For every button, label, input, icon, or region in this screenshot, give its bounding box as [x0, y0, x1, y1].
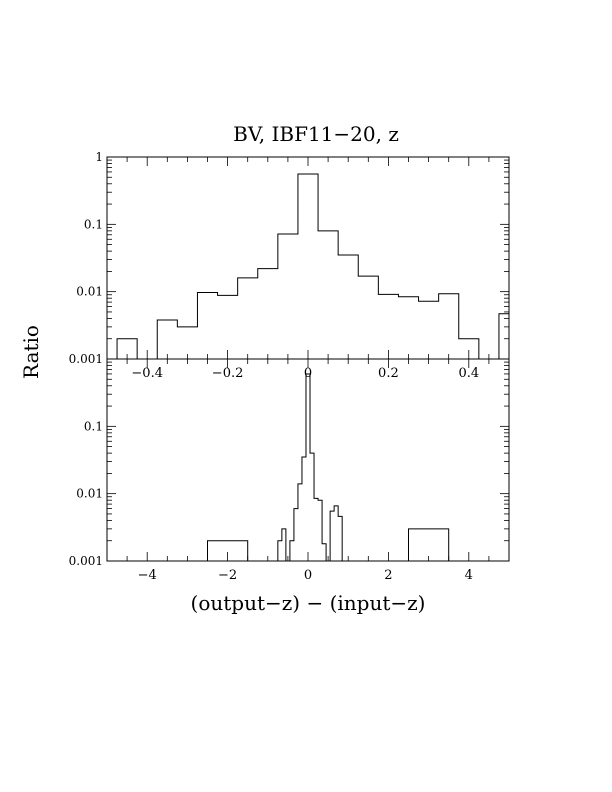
bottom-x-tick-label: −4: [138, 568, 157, 583]
bottom-y-tick-label: 0.001: [69, 554, 103, 568]
bottom-histogram-line: [207, 373, 347, 562]
top-y-tick-label: 0.001: [69, 352, 103, 366]
x-axis-label: (output−z) − (input−z): [191, 591, 426, 615]
bottom-x-tick-label: 2: [384, 568, 392, 583]
bottom-x-tick-label: −2: [218, 568, 237, 583]
bottom-histogram-bin-0: [408, 528, 450, 561]
top-histogram-line: [116, 173, 510, 360]
bottom-y-tick-label: 0.1: [84, 419, 103, 433]
top-y-tick-label: 0.1: [84, 217, 103, 231]
bottom-x-tick-label: 4: [465, 568, 473, 583]
top-x-tick-label: 0.2: [378, 366, 399, 381]
bottom-y-tick-label: 0.01: [76, 487, 103, 501]
top-y-tick-label: 1: [95, 150, 103, 164]
top-x-tick-label: 0.4: [458, 366, 479, 381]
chart-title: BV, IBF11−20, z: [233, 122, 399, 146]
bottom-x-tick-label: 0: [304, 568, 312, 583]
top-y-tick-label: 0.01: [76, 285, 103, 299]
bottom-panel: −4 −2 0 2 4 0.001 0.01 0.1: [69, 358, 510, 583]
top-x-tick-label: −0.4: [131, 366, 163, 381]
y-axis-label: Ratio: [19, 325, 43, 379]
top-x-tick-label: −0.2: [212, 366, 244, 381]
top-panel-frame: [106, 156, 510, 360]
